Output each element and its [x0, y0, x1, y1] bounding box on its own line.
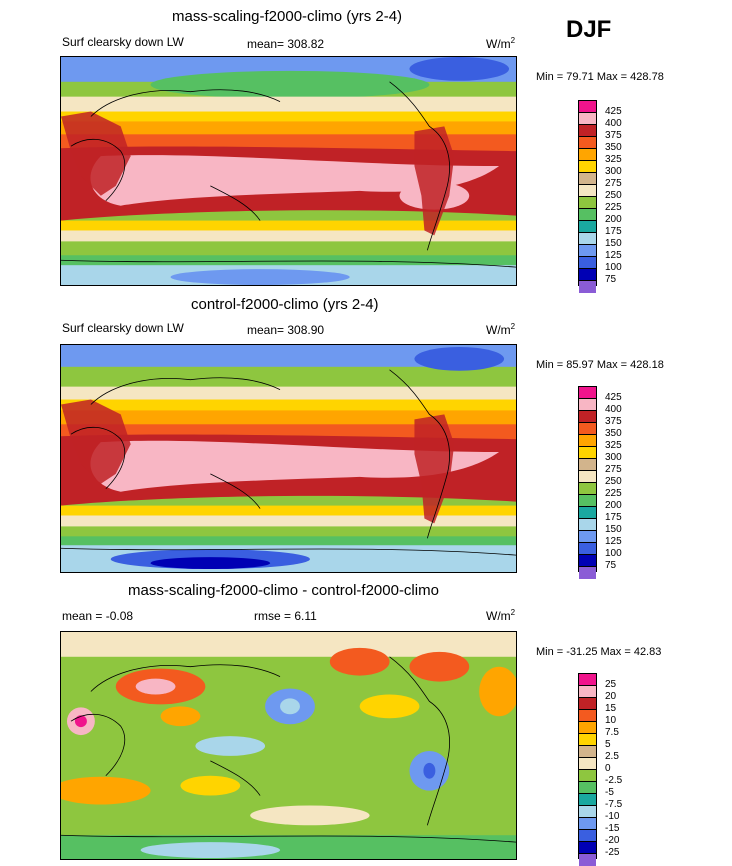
colorbar-tick-label: 325 — [605, 440, 622, 451]
panel-1-map — [60, 56, 517, 286]
colorbar-tick-label: 275 — [605, 464, 622, 475]
panel-3-rmse-label: rmse = 6.11 — [254, 609, 317, 623]
colorbar-tick-label: 250 — [605, 190, 622, 201]
panel-2-units: W/m2 — [486, 322, 516, 337]
colorbar-tick-label: 100 — [605, 548, 622, 559]
colorbar-tick-label: 25 — [605, 679, 617, 690]
colorbar-tick-label: 20 — [605, 691, 617, 702]
colorbar-tick-label: 400 — [605, 404, 622, 415]
panel-3-mean-label: mean = -0.08 — [62, 609, 134, 623]
colorbar-tick-label: 0 — [605, 763, 611, 774]
season-label: DJF — [566, 16, 612, 43]
colorbar-tick-label: 2.5 — [605, 751, 619, 762]
colorbar-tick-label: 375 — [605, 416, 622, 427]
panel-1-units: W/m2 — [486, 36, 516, 51]
panel-1-colorbar — [578, 100, 597, 293]
colorbar-tick-label: 150 — [605, 238, 622, 249]
colorbar-tick-label: -5 — [605, 787, 614, 798]
colorbar-tick-label: 375 — [605, 130, 622, 141]
colorbar-tick-label: 7.5 — [605, 727, 619, 738]
panel-2-title: control-f2000-climo (yrs 2-4) — [191, 296, 379, 313]
colorbar-tick-label: 325 — [605, 154, 622, 165]
colorbar-tick-label: 425 — [605, 106, 622, 117]
colorbar-tick-label: -10 — [605, 811, 620, 822]
colorbar-tick-label: 275 — [605, 178, 622, 189]
panel-1-title: mass-scaling-f2000-climo (yrs 2-4) — [172, 8, 403, 25]
colorbar-tick-label: -20 — [605, 835, 620, 846]
colorbar-tick-label: 300 — [605, 166, 622, 177]
colorbar-tick-label: -15 — [605, 823, 620, 834]
colorbar-tick-label: 100 — [605, 262, 622, 273]
panel-2-colorbar — [578, 386, 597, 579]
colorbar-tick-label: 350 — [605, 142, 622, 153]
colorbar-tick-label: 15 — [605, 703, 617, 714]
panel-3-minmax: Min = -31.25 Max = 42.83 — [536, 646, 662, 658]
colorbar-tick-label: -25 — [605, 847, 620, 858]
colorbar-tick-label: 150 — [605, 524, 622, 535]
colorbar-tick-label: 425 — [605, 392, 622, 403]
colorbar-tick-label: 350 — [605, 428, 622, 439]
panel-2-minmax: Min = 85.97 Max = 428.18 — [536, 359, 664, 371]
colorbar-tick-label: 300 — [605, 452, 622, 463]
colorbar-tick-label: 225 — [605, 202, 622, 213]
panel-1-variable-label: Surf clearsky down LW — [62, 35, 184, 49]
colorbar-tick-label: 400 — [605, 118, 622, 129]
panel-3-map — [60, 631, 517, 860]
colorbar-tick-label: 75 — [605, 560, 617, 571]
panel-1-minmax: Min = 79.71 Max = 428.78 — [536, 71, 664, 83]
colorbar-tick-label: -2.5 — [605, 775, 623, 786]
panel-3-colorbar — [578, 673, 597, 866]
panel-2-map — [60, 344, 517, 573]
colorbar-tick-label: 125 — [605, 536, 622, 547]
colorbar-tick-label: 225 — [605, 488, 622, 499]
panel-2-mean-label: mean= 308.90 — [247, 323, 325, 337]
colorbar-tick-label: 200 — [605, 500, 622, 511]
panel-3-title: mass-scaling-f2000-climo - control-f2000… — [128, 582, 439, 599]
panel-1-mean-label: mean= 308.82 — [247, 37, 325, 51]
panel-2-variable-label: Surf clearsky down LW — [62, 321, 184, 335]
colorbar-tick-label: 250 — [605, 476, 622, 487]
colorbar-tick-label: 75 — [605, 274, 617, 285]
colorbar-tick-label: 10 — [605, 715, 617, 726]
colorbar-tick-label: 175 — [605, 226, 622, 237]
colorbar-tick-label: -7.5 — [605, 799, 623, 810]
colorbar-tick-label: 175 — [605, 512, 622, 523]
colorbar-tick-label: 200 — [605, 214, 622, 225]
colorbar-tick-label: 5 — [605, 739, 611, 750]
colorbar-tick-label: 125 — [605, 250, 622, 261]
panel-3-units: W/m2 — [486, 608, 516, 623]
